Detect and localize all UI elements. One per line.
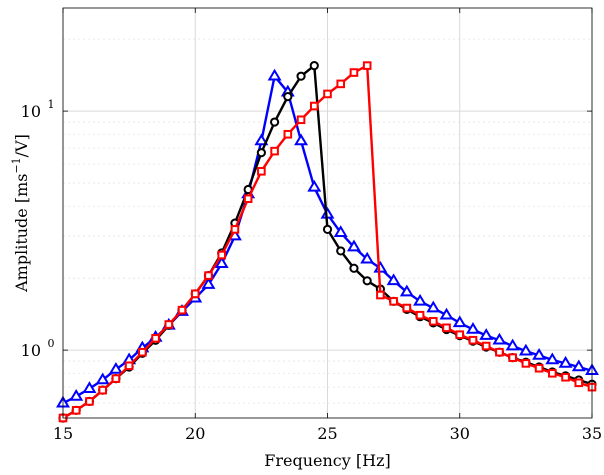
triangle-marker bbox=[426, 300, 441, 313]
square-marker bbox=[481, 341, 491, 351]
triangle-marker bbox=[294, 133, 309, 146]
square-marker bbox=[204, 271, 213, 280]
triangle-marker bbox=[82, 381, 97, 393]
square-marker bbox=[389, 297, 398, 306]
triangle-marker bbox=[267, 68, 282, 81]
square-marker bbox=[534, 363, 544, 373]
triangle-marker bbox=[307, 179, 322, 192]
square-marker bbox=[349, 68, 359, 77]
square-marker bbox=[455, 330, 465, 340]
triangle-marker bbox=[465, 322, 480, 334]
square-marker bbox=[85, 397, 94, 406]
square-marker bbox=[561, 372, 570, 382]
circle-marker bbox=[362, 276, 372, 286]
square-marker bbox=[508, 353, 517, 362]
y-axis-label-tail: /V] bbox=[12, 134, 31, 157]
square-marker bbox=[190, 289, 200, 299]
triangle-marker bbox=[214, 256, 229, 268]
triangle-marker bbox=[95, 372, 110, 385]
triangle-marker bbox=[254, 133, 269, 146]
y-axis-label-main: Amplitude [ms bbox=[12, 174, 31, 293]
series-group bbox=[56, 61, 599, 423]
square-marker bbox=[243, 194, 253, 204]
square-marker bbox=[402, 303, 412, 313]
triangle-marker bbox=[439, 307, 454, 320]
triangle-marker bbox=[346, 239, 361, 252]
triangle-marker bbox=[505, 338, 520, 351]
circle-marker bbox=[309, 61, 319, 71]
square-marker bbox=[574, 378, 584, 388]
square-marker bbox=[71, 406, 81, 415]
circle-marker bbox=[270, 117, 280, 127]
tick-group: 15 20 25 30 35 10 0 10 1 bbox=[21, 8, 602, 443]
square-marker bbox=[309, 101, 319, 111]
y-axis-label: Amplitude [ms−1/V] bbox=[10, 134, 31, 293]
y-tick-label-exponent: 0 bbox=[48, 337, 55, 350]
triangle-marker bbox=[492, 332, 507, 345]
x-tick-label: 30 bbox=[450, 424, 470, 443]
square-marker bbox=[415, 310, 425, 320]
square-marker bbox=[296, 115, 306, 125]
triangle-marker bbox=[399, 284, 414, 297]
triangle-marker bbox=[360, 251, 375, 264]
y-tick-label: 10 bbox=[21, 102, 41, 121]
triangle-marker bbox=[201, 277, 216, 289]
x-tick-label: 15 bbox=[53, 424, 73, 443]
y-tick-label: 10 bbox=[21, 341, 41, 360]
circle-marker bbox=[336, 246, 346, 256]
triangle-marker bbox=[532, 347, 547, 360]
circle-marker bbox=[283, 91, 293, 102]
triangle-marker bbox=[545, 352, 560, 365]
square-marker bbox=[164, 320, 174, 329]
circle-marker bbox=[322, 224, 333, 234]
square-marker bbox=[270, 146, 279, 156]
square-marker bbox=[548, 368, 557, 378]
square-marker bbox=[442, 323, 451, 333]
triangle-marker bbox=[558, 355, 573, 368]
x-tick-label: 35 bbox=[582, 424, 602, 443]
triangle-marker bbox=[333, 225, 348, 237]
triangle-marker bbox=[386, 273, 401, 286]
x-tick-label: 25 bbox=[317, 424, 337, 443]
y-axis-label-exponent: −1 bbox=[10, 157, 23, 173]
triangle-marker bbox=[69, 388, 84, 401]
triangle-marker bbox=[452, 315, 467, 328]
square-marker bbox=[138, 347, 147, 357]
square-marker bbox=[124, 361, 134, 371]
triangle-marker bbox=[571, 359, 586, 372]
triangle-marker bbox=[413, 293, 428, 306]
square-marker bbox=[376, 290, 385, 300]
square-marker bbox=[468, 335, 478, 345]
triangle-marker bbox=[108, 362, 123, 374]
square-marker bbox=[362, 61, 372, 70]
square-marker bbox=[230, 225, 240, 234]
square-marker bbox=[323, 89, 332, 99]
square-marker bbox=[177, 305, 187, 315]
square-marker bbox=[429, 317, 438, 326]
square-marker bbox=[495, 347, 504, 357]
series-square bbox=[58, 61, 597, 423]
y-tick-label-exponent: 1 bbox=[48, 98, 55, 111]
square-marker bbox=[521, 359, 531, 368]
square-marker bbox=[98, 385, 107, 395]
square-marker bbox=[257, 166, 266, 176]
square-marker bbox=[283, 129, 293, 139]
circle-marker bbox=[256, 148, 266, 158]
square-marker bbox=[217, 250, 226, 260]
square-marker bbox=[336, 79, 346, 89]
square-marker bbox=[151, 334, 160, 343]
circle-marker bbox=[349, 263, 359, 273]
square-marker bbox=[111, 374, 121, 383]
x-axis-label: Frequency [Hz] bbox=[264, 451, 391, 470]
triangle-marker bbox=[518, 343, 533, 356]
circle-marker bbox=[296, 71, 306, 81]
x-tick-label: 20 bbox=[185, 424, 205, 443]
triangle-marker bbox=[479, 328, 494, 340]
